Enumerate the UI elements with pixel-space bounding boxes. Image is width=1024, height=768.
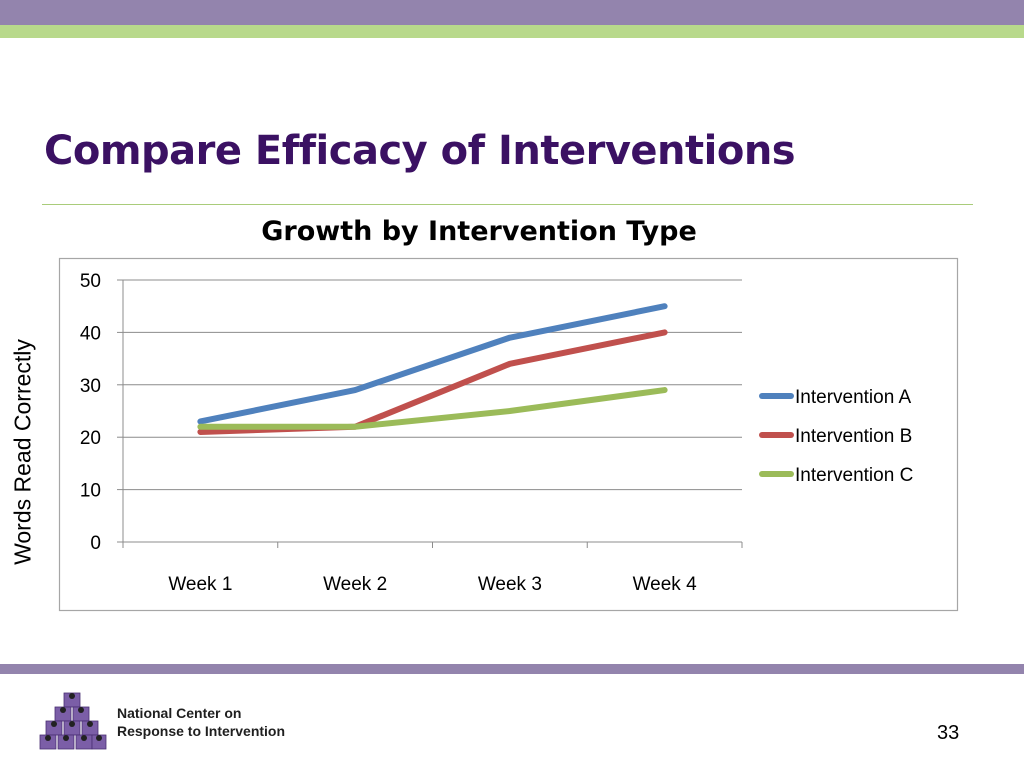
top-band-purple — [0, 0, 1024, 25]
ncrti-logo-icon — [39, 692, 107, 750]
organization-name: National Center on Response to Intervent… — [117, 704, 285, 740]
organization-line-2: Response to Intervention — [117, 723, 286, 739]
slide-title: Compare Efficacy of Interventions — [44, 128, 796, 174]
x-tick-label: Week 3 — [478, 574, 542, 595]
legend-label-intervention-b: Intervention B — [795, 426, 912, 447]
top-band-green — [0, 25, 1024, 38]
legend-label-intervention-a: Intervention A — [795, 387, 912, 408]
chart-title: Growth by Intervention Type — [261, 216, 697, 247]
x-tick-label: Week 4 — [633, 574, 698, 595]
x-tick-label: Week 1 — [168, 574, 232, 595]
y-tick-label: 10 — [80, 481, 101, 502]
page-number: 33 — [937, 722, 960, 744]
y-tick-label: 20 — [80, 428, 101, 449]
legend-label-intervention-c: Intervention C — [795, 465, 913, 486]
series-line-intervention-c — [197, 387, 668, 430]
x-tick-label: Week 2 — [323, 574, 387, 595]
series-line-intervention-a — [197, 303, 668, 425]
bottom-band — [0, 664, 1024, 674]
organization-line-1: National Center on — [117, 705, 242, 721]
y-tick-label: 50 — [80, 271, 101, 292]
title-divider — [42, 204, 973, 205]
y-tick-label: 30 — [80, 376, 101, 397]
y-tick-label: 0 — [90, 533, 101, 554]
y-tick-label: 40 — [80, 323, 101, 344]
